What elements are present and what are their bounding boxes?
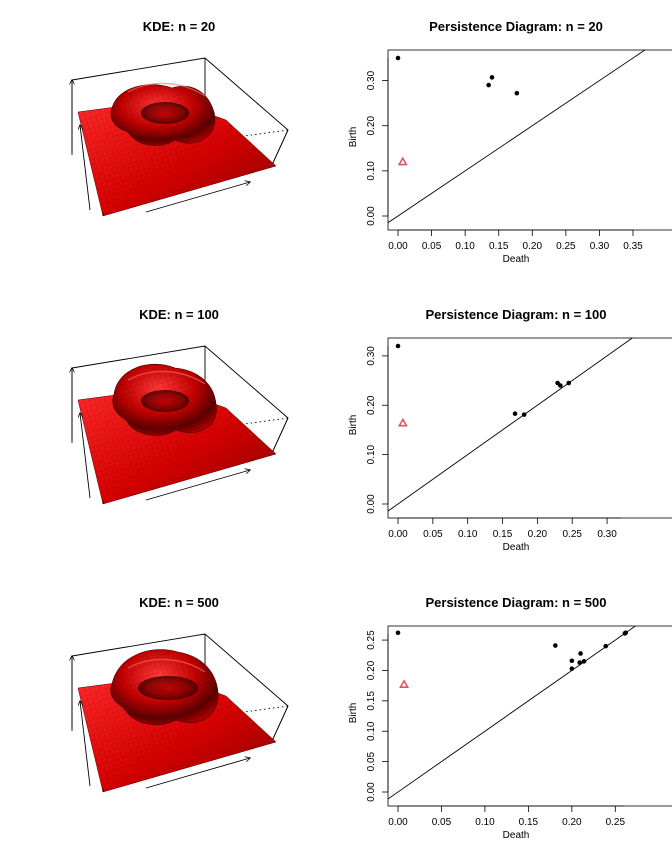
y-tick-label: 0.30	[366, 70, 377, 90]
y-tick-label: 0.05	[366, 751, 377, 771]
plot-frame	[387, 49, 672, 231]
surface-ridge-highlight	[127, 82, 206, 97]
x-axis-arrow	[145, 182, 250, 213]
death-birth-point	[395, 630, 401, 636]
death-birth-point	[395, 343, 401, 349]
y-tick-label: 0.10	[366, 444, 377, 464]
x-tick-label: 0.30	[590, 241, 610, 252]
death-birth-point	[486, 82, 491, 88]
y-tick-label: 0.25	[366, 630, 377, 650]
x-axis-label: Death	[503, 254, 530, 265]
y-axis-arrow	[80, 413, 91, 499]
kde-title-3: KDE: n = 500	[139, 595, 219, 610]
y-tick-label: 0.15	[366, 691, 377, 711]
y-axis-arrow	[80, 125, 91, 211]
x-tick-label: 0.10	[475, 817, 495, 828]
x-tick-label: 0.05	[432, 817, 452, 828]
diagonal-line	[388, 50, 646, 224]
x-tick-label: 0.25	[556, 241, 576, 252]
box-hidden-edge	[214, 705, 289, 717]
y-tick-label: 0.00	[366, 782, 377, 802]
kde-title-2: KDE: n = 100	[139, 307, 219, 322]
x-axis-arrow	[145, 758, 250, 789]
death-birth-point	[395, 55, 401, 61]
x-tick-label: 0.35	[623, 241, 643, 252]
plot-frame	[387, 625, 672, 807]
y-tick-label: 0.20	[366, 395, 377, 415]
x-tick-label: 0.20	[523, 241, 543, 252]
y-axis-arrow	[80, 701, 91, 787]
box-hidden-edge	[214, 417, 289, 429]
box-right-edge	[271, 129, 289, 166]
chart-title: Persistence Diagram: n = 500	[425, 595, 606, 610]
death-birth-point	[623, 630, 629, 636]
x-axis-label: Death	[503, 830, 530, 841]
chart-title: Persistence Diagram: n = 20	[429, 19, 603, 34]
death-birth-point	[577, 660, 582, 665]
surface-ridge-highlight	[127, 370, 206, 385]
y-tick-label: 0.10	[366, 721, 377, 741]
kde-surface-plot-2	[72, 345, 289, 505]
y-tick-label: 0.30	[366, 346, 377, 366]
triangle-point	[397, 156, 408, 166]
death-birth-point	[569, 666, 575, 671]
x-tick-label: 0.10	[458, 529, 478, 540]
y-axis-label: Birth	[348, 415, 359, 436]
x-tick-label: 0.25	[562, 529, 582, 540]
y-tick-label: 0.20	[366, 116, 377, 136]
x-tick-label: 0.05	[423, 529, 443, 540]
x-tick-label: 0.15	[489, 241, 509, 252]
x-tick-label: 0.10	[455, 241, 475, 252]
death-birth-point	[553, 643, 558, 648]
death-birth-point	[578, 651, 583, 656]
kde-surface-plot-1	[72, 57, 289, 217]
y-axis-label: Birth	[348, 703, 359, 724]
y-axis-label: Birth	[348, 127, 359, 148]
triangle-point	[397, 417, 408, 427]
chart-title: Persistence Diagram: n = 100	[425, 307, 606, 322]
y-tick-label: 0.00	[366, 494, 377, 514]
persistence-diagram-3: Persistence Diagram: n = 500 0.00 0.05 0.10…	[348, 595, 672, 841]
surface-depression	[141, 102, 189, 124]
death-birth-point	[512, 411, 518, 416]
x-tick-label: 0.20	[562, 817, 582, 828]
diagonal-line	[388, 626, 637, 800]
surface-ridge-highlight	[127, 658, 206, 673]
persistence-diagram-1: Persistence Diagram: n = 20 0.00 0.05 0.10 0…	[348, 19, 672, 265]
y-tick-label: 0.00	[366, 206, 377, 226]
diagonal-line	[388, 338, 634, 512]
death-birth-point	[521, 412, 527, 417]
x-tick-label: 0.20	[528, 529, 548, 540]
box-right-edge	[271, 417, 289, 454]
death-birth-point	[489, 75, 495, 80]
death-birth-point	[581, 659, 587, 664]
x-tick-label: 0.00	[388, 241, 408, 252]
kde-title-1: KDE: n = 20	[143, 19, 216, 34]
x-tick-label: 0.00	[388, 529, 408, 540]
death-birth-point	[558, 383, 563, 388]
death-birth-point	[603, 643, 609, 649]
y-tick-label: 0.20	[366, 660, 377, 680]
x-tick-label: 0.25	[606, 817, 626, 828]
death-birth-point	[566, 380, 572, 386]
surface-depression	[141, 390, 189, 412]
persistence-diagram-2: Persistence Diagram: n = 100 0.00 0.05 0.10…	[348, 307, 672, 553]
surface-depression	[138, 676, 198, 700]
kde-surface-plot-3	[72, 633, 289, 793]
x-tick-label: 0.15	[519, 817, 539, 828]
box-right-edge	[271, 705, 289, 742]
death-birth-point	[569, 658, 575, 664]
x-axis-arrow	[145, 470, 250, 501]
box-hidden-edge	[214, 129, 289, 141]
x-tick-label: 0.00	[388, 817, 408, 828]
plot-frame	[387, 337, 672, 519]
x-tick-label: 0.05	[422, 241, 442, 252]
death-birth-point	[514, 90, 520, 96]
triangle-point	[399, 679, 410, 688]
x-tick-label: 0.15	[493, 529, 513, 540]
x-tick-label: 0.30	[597, 529, 617, 540]
y-tick-label: 0.10	[366, 161, 377, 181]
x-axis-label: Death	[503, 542, 530, 553]
